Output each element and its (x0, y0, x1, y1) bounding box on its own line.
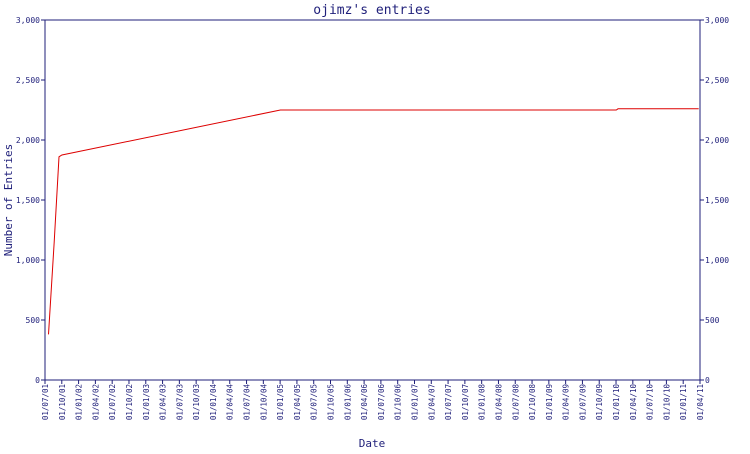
x-tick-label: 01/10/04 (259, 384, 268, 421)
x-tick-label: 01/10/08 (528, 384, 537, 421)
x-tick-label: 01/07/04 (243, 384, 252, 421)
axes (44, 19, 701, 381)
y-tick-label: 1,000 (16, 256, 40, 265)
x-axis-label: Date (359, 437, 386, 450)
x-tick-label: 01/07/02 (108, 384, 117, 420)
x-tick-label: 01/04/04 (226, 384, 235, 421)
x-tick-label: 01/01/05 (276, 384, 285, 420)
x-tick-label: 01/10/06 (394, 384, 403, 421)
x-tick-label: 01/04/08 (494, 384, 503, 421)
x-tick-label: 01/01/11 (679, 384, 688, 420)
y-tick-label: 2,500 (16, 76, 40, 85)
x-tick-label: 01/04/11 (696, 384, 705, 420)
series-line (48, 108, 699, 335)
x-tick-label: 01/04/05 (293, 384, 302, 420)
x-tick-label: 01/01/06 (343, 384, 352, 421)
y-tick-label-right: 1,000 (705, 256, 729, 265)
y-tick-label-right: 3,000 (705, 16, 729, 25)
y-tick-label-right: 2,500 (705, 76, 729, 85)
x-tick-label: 01/01/07 (410, 384, 419, 420)
x-tick-label: 01/07/10 (646, 384, 655, 421)
x-tick-label: 01/07/05 (310, 384, 319, 420)
y-axis-left: 0 500 1,000 1,500 2,000 2,500 3,000 (16, 16, 45, 385)
x-tick-label: 01/07/01 (41, 384, 50, 420)
x-tick-label: 01/07/06 (377, 384, 386, 421)
x-tick-label: 01/10/01 (58, 384, 67, 420)
x-tick-label: 01/07/03 (175, 384, 184, 420)
y-axis-right: 0 500 1,000 1,500 2,000 2,500 3,000 (700, 16, 729, 385)
y-tick-label-right: 0 (705, 376, 710, 385)
x-tick-label: 01/10/02 (125, 384, 134, 420)
y-tick-label-right: 1,500 (705, 196, 729, 205)
y-tick-label-right: 2,000 (705, 136, 729, 145)
y-tick-label: 3,000 (16, 16, 40, 25)
x-tick-label: 01/07/09 (578, 384, 587, 420)
x-axis: 01/07/01 01/10/01 01/01/02 01/04/02 01/07/02… (41, 380, 705, 420)
x-tick-label: 01/01/08 (478, 384, 487, 421)
chart-title: ojimz's entries (313, 3, 430, 18)
x-tick-label: 01/10/03 (192, 384, 201, 420)
x-tick-label: 01/07/08 (511, 384, 520, 421)
y-tick-label: 1,500 (16, 196, 40, 205)
x-tick-label: 01/04/09 (562, 384, 571, 420)
x-tick-label: 01/10/05 (327, 384, 336, 420)
x-tick-label: 01/04/07 (427, 384, 436, 420)
y-tick-label: 2,000 (16, 136, 40, 145)
series-group (48, 108, 699, 335)
x-tick-label: 01/04/06 (360, 384, 369, 421)
x-tick-label: 01/01/09 (545, 384, 554, 420)
x-tick-label: 01/04/02 (91, 384, 100, 420)
x-tick-label: 01/01/02 (75, 384, 84, 420)
y-tick-label: 500 (26, 316, 41, 325)
y-tick-label: 0 (35, 376, 40, 385)
x-tick-label: 01/10/09 (595, 384, 604, 420)
x-tick-label: 01/07/07 (444, 384, 453, 420)
x-tick-label: 01/04/03 (159, 384, 168, 420)
y-tick-label-right: 500 (705, 316, 720, 325)
x-tick-label: 01/10/07 (461, 384, 470, 420)
x-tick-label: 01/10/10 (662, 384, 671, 421)
x-tick-label: 01/01/04 (209, 384, 218, 421)
y-axis-label: Number of Entries (2, 144, 15, 257)
x-tick-label: 01/01/03 (142, 384, 151, 420)
x-tick-label: 01/04/10 (629, 384, 638, 421)
x-tick-label: 01/01/10 (612, 384, 621, 421)
